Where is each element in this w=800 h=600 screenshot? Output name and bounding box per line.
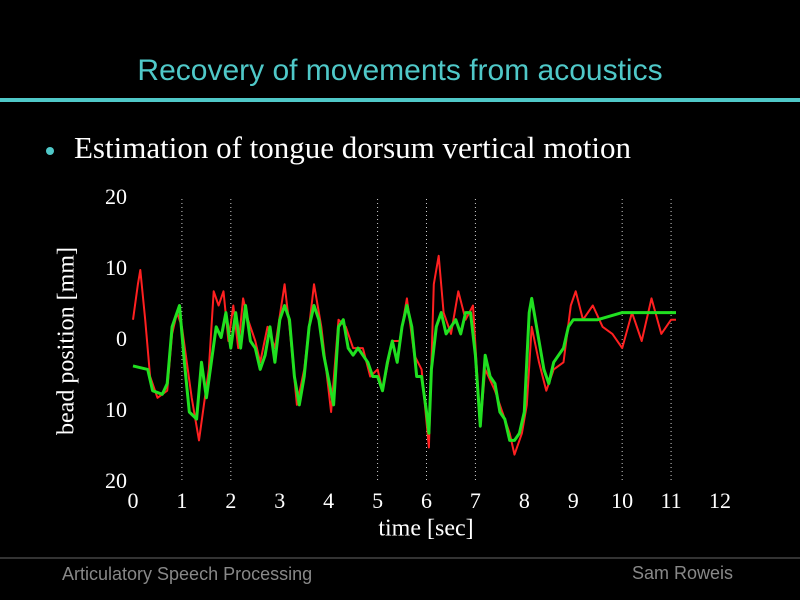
bullet-dot <box>46 147 54 155</box>
x-tick-label: 7 <box>470 488 481 513</box>
slide-title: Recovery of movements from acoustics <box>137 54 662 87</box>
x-tick-label: 10 <box>611 488 633 513</box>
x-tick-label: 9 <box>568 488 579 513</box>
x-tick-label: 1 <box>176 488 187 513</box>
x-tick-label: 11 <box>660 488 681 513</box>
x-tick-label: 5 <box>372 488 383 513</box>
x-tick-label: 3 <box>274 488 285 513</box>
y-axis-label: bead position [mm] <box>54 247 80 435</box>
bullet-text: Estimation of tongue dorsum vertical mot… <box>74 130 632 165</box>
x-tick-label: 0 <box>128 488 139 513</box>
x-axis-label: time [sec] <box>378 516 473 542</box>
y-tick-label: 10 <box>105 255 127 280</box>
y-tick-label: 10 <box>105 397 127 422</box>
series-line <box>132 296 676 442</box>
x-tick-label: 8 <box>519 488 530 513</box>
title-rule <box>0 98 800 102</box>
footer-right: Sam Roweis <box>632 563 733 583</box>
x-tick-label: 6 <box>421 488 432 513</box>
x-tick-label: 2 <box>225 488 236 513</box>
x-tick-label: 4 <box>323 488 334 513</box>
y-tick-label: 20 <box>105 184 127 209</box>
footer-left: Articulatory Speech Processing <box>62 564 312 584</box>
y-tick-label: 20 <box>105 468 127 493</box>
y-tick-label: 0 <box>116 326 127 351</box>
x-tick-label: 12 <box>709 488 731 513</box>
